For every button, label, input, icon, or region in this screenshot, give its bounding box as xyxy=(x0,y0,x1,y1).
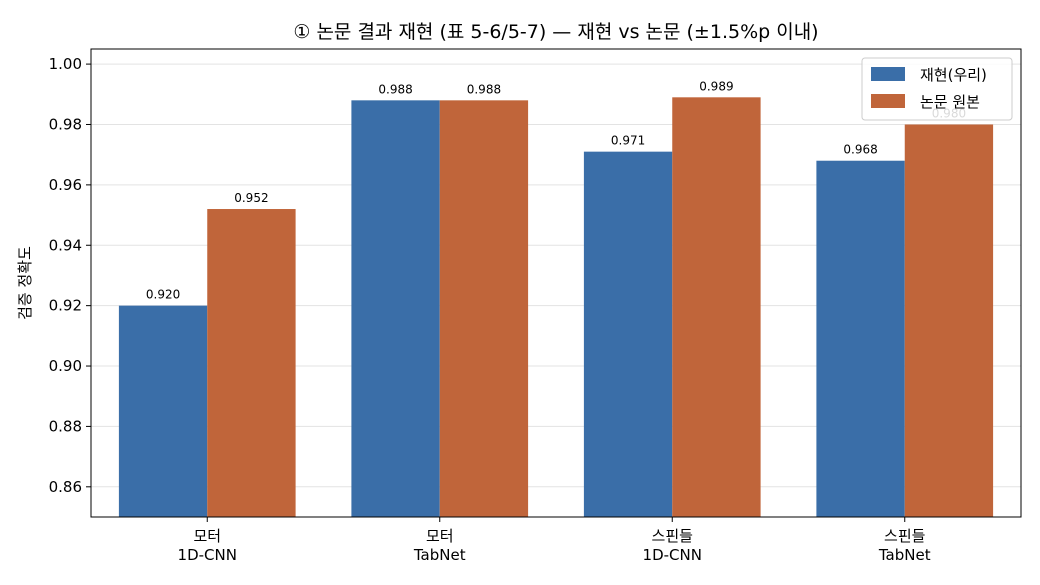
y-tick-label: 0.98 xyxy=(49,115,82,133)
bar xyxy=(816,160,905,517)
x-tick-label: TabNet xyxy=(413,546,466,564)
y-axis: 0.86 0.88 0.90 0.92 0.94 0.96 0.98 1.00 xyxy=(49,55,91,496)
data-label: 0.989 xyxy=(699,79,733,93)
y-tick-label: 0.90 xyxy=(49,357,82,375)
bars xyxy=(118,97,994,517)
y-axis-label: 검증 정확도 xyxy=(16,246,34,320)
y-tick-label: 0.86 xyxy=(49,478,82,496)
x-tick-label: TabNet xyxy=(878,546,931,564)
data-label: 0.971 xyxy=(611,134,645,148)
data-label: 0.952 xyxy=(234,191,268,205)
bar xyxy=(118,305,208,517)
legend-label: 논문 원본 xyxy=(920,93,980,111)
legend: 재현(우리) 논문 원본 xyxy=(861,57,1013,121)
data-label: 0.988 xyxy=(378,82,412,96)
x-tick-label: 모터 xyxy=(193,527,221,545)
legend-label: 재현(우리) xyxy=(920,66,987,84)
data-label: 0.968 xyxy=(843,143,877,157)
y-tick-label: 0.88 xyxy=(49,417,82,435)
y-tick-label: 0.92 xyxy=(49,297,82,315)
x-tick-label: 1D-CNN xyxy=(643,546,702,564)
x-tick-label: 1D-CNN xyxy=(178,546,237,564)
legend-swatch xyxy=(871,94,905,108)
data-label: 0.920 xyxy=(146,288,180,302)
x-tick-label: 스핀들 xyxy=(884,527,926,545)
bar xyxy=(351,100,440,517)
y-tick-label: 1.00 xyxy=(49,55,82,73)
bar xyxy=(904,124,994,517)
bar xyxy=(207,209,296,517)
y-tick-label: 0.94 xyxy=(49,236,82,254)
plot-frame xyxy=(90,48,1022,518)
bar xyxy=(439,100,529,517)
data-label: 0.988 xyxy=(467,82,501,96)
x-tick-label: 모터 xyxy=(426,527,454,545)
chart-title: ① 논문 결과 재현 (표 5-6/5-7) — 재현 vs 논문 (±1.5%… xyxy=(293,21,818,43)
legend-swatch xyxy=(871,67,905,81)
x-tick-label: 스핀들 xyxy=(652,527,694,545)
y-tick-label: 0.96 xyxy=(49,176,82,194)
bar xyxy=(672,97,761,517)
bar xyxy=(583,151,673,517)
